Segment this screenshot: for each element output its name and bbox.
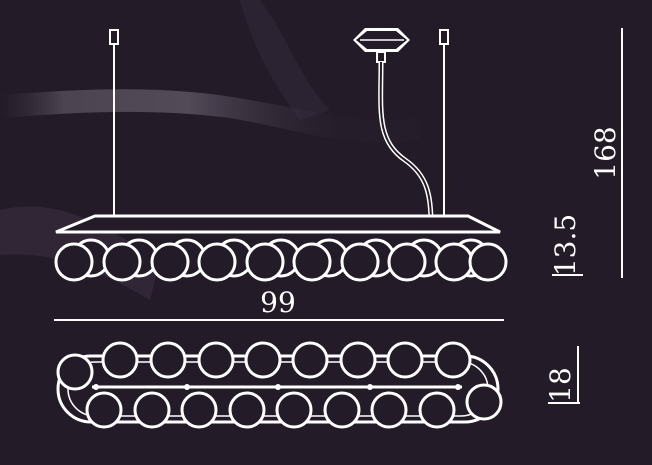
top-view-back-globes <box>56 341 472 391</box>
width-label: 99 <box>260 286 296 319</box>
total-height-dimension: 168 <box>589 28 623 278</box>
fixture-bar <box>55 214 501 234</box>
rail-dots <box>93 384 461 390</box>
ceiling-canopy <box>353 28 410 63</box>
depth-dimension: 18 <box>544 346 580 404</box>
front-globes <box>54 238 508 282</box>
left-suspension-cable <box>109 29 119 216</box>
right-suspension-cable <box>439 29 449 216</box>
total-height-label: 168 <box>589 126 622 179</box>
depth-label: 18 <box>544 367 577 403</box>
top-view <box>56 341 503 429</box>
width-dimension: 99 <box>54 286 504 321</box>
front-view <box>54 28 508 282</box>
shade-height-dimension: 13.5 <box>549 214 583 276</box>
top-view-front-globes <box>85 383 503 429</box>
shade-height-label: 13.5 <box>549 214 582 276</box>
